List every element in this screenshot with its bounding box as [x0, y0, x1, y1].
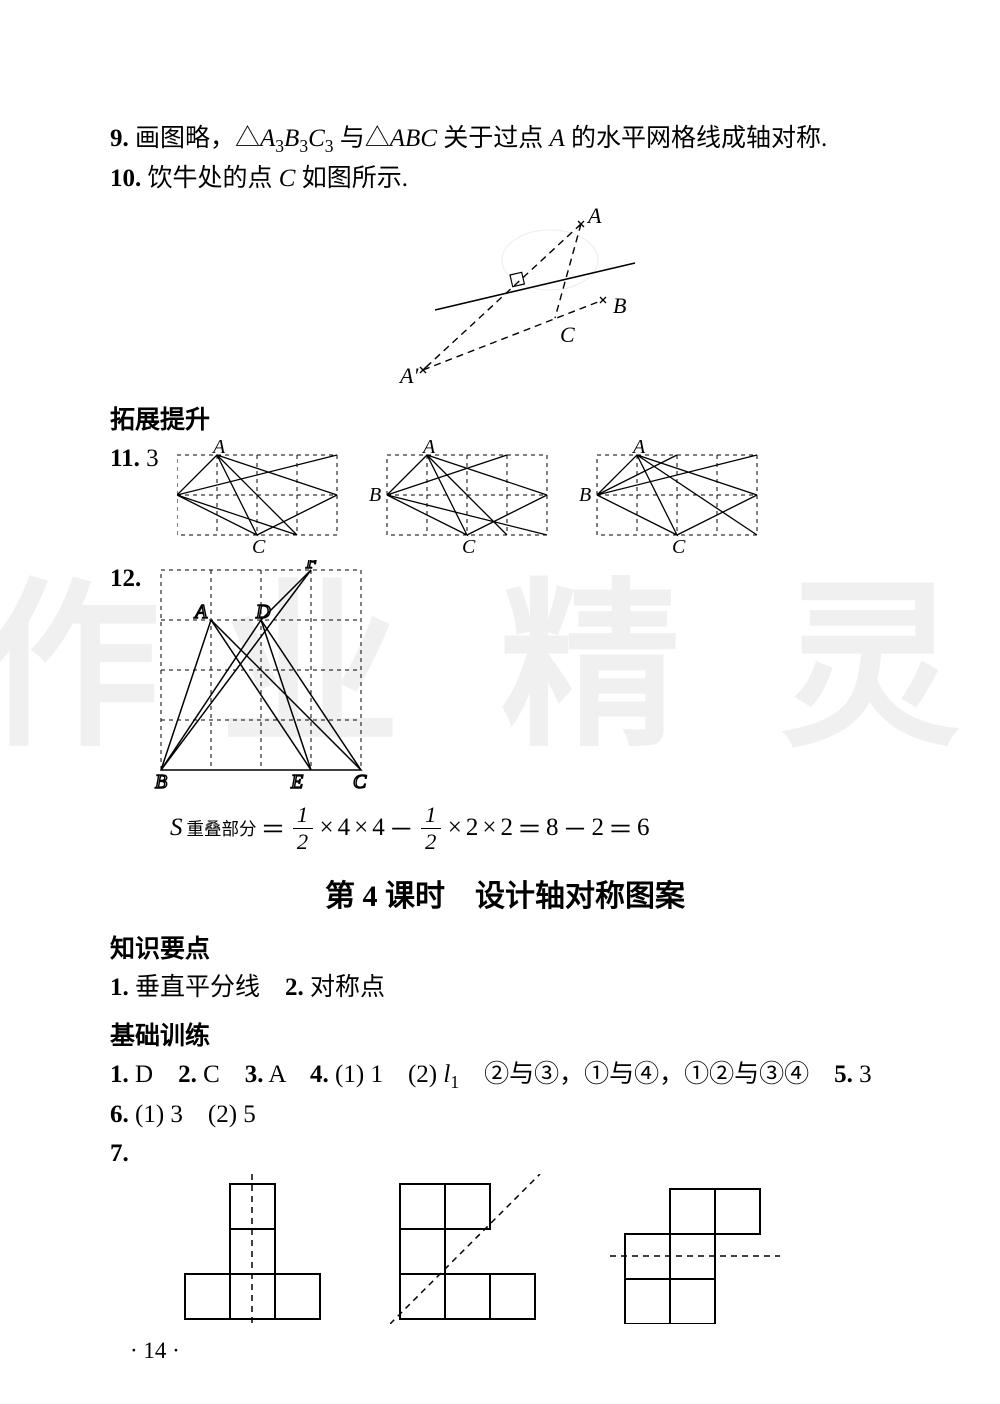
basic-line-2: 6. (1) 3 (2) 5 [110, 1096, 900, 1135]
q7-fig-b [390, 1174, 560, 1324]
section-knowledge: 知识要点 [110, 929, 900, 965]
section-basic: 基础训练 [110, 1016, 900, 1052]
q11-num: 11. [110, 445, 140, 472]
q12-num: 12. [110, 565, 141, 592]
q12-figure: F A D B E C [151, 560, 401, 795]
section-extension: 拓展提升 [110, 400, 900, 436]
q11-row: 11. 3 A B C [110, 440, 900, 560]
svg-text:C: C [353, 771, 367, 790]
svg-text:B: B [155, 771, 167, 790]
q7-fig-a [170, 1174, 340, 1324]
q10-num: 10. [110, 165, 141, 192]
q9-line: 9. 画图略，△A3B3C3 与△ABC 关于过点 A 的水平网格线成轴对称. [110, 120, 900, 160]
q11-figures: A B C [177, 440, 797, 560]
q7-figures [170, 1174, 900, 1324]
q12-formula: S重叠部分 ＝ 12 × 4 × 4 － 12 × 2 × 2 ＝ 8 － 2 … [170, 803, 900, 853]
svg-text:C: C [462, 536, 476, 555]
svg-text:A: A [193, 601, 208, 623]
fig10-label-ap: A' [398, 363, 418, 388]
svg-text:E: E [290, 771, 303, 790]
svg-text:C: C [672, 536, 686, 555]
svg-text:C: C [252, 536, 266, 555]
basic-line-3: 7. [110, 1135, 900, 1174]
q10-line: 10. 饮牛处的点 C 如图所示. [110, 160, 900, 199]
lesson-title: 第 4 课时 设计轴对称图案 [110, 871, 900, 915]
q12-row: 12. F A D B E C [110, 560, 900, 795]
q9-num: 9. [110, 125, 129, 152]
q7-fig-c [610, 1174, 780, 1324]
svg-text:F: F [305, 560, 319, 573]
fig10-label-c: C [560, 322, 575, 347]
knowledge-line: 1. 垂直平分线 2. 对称点 [110, 969, 900, 1008]
svg-text:B: B [579, 484, 591, 506]
q10-figure: A A' B C [110, 205, 900, 390]
svg-text:B: B [369, 484, 381, 506]
fig10-label-b: B [613, 293, 626, 318]
basic-line-1: 1. D 2. C 3. A 4. (1) 1 (2) l1 ②与③，①与④，①… [110, 1056, 900, 1096]
fig10-label-a: A [586, 205, 602, 228]
page-number: · 14 · [130, 1338, 180, 1364]
